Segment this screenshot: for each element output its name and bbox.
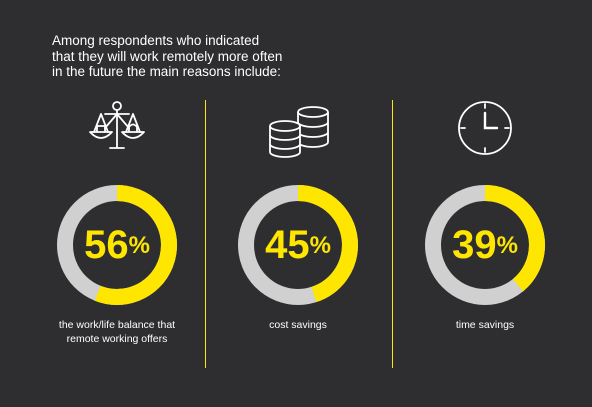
data-label-value: 56% (84, 223, 150, 267)
stat-column-cost: 45% cost savings (203, 0, 393, 407)
caption-line-1: the work/life balance that (58, 319, 176, 331)
data-label-value: 39% (452, 223, 518, 267)
data-label-value: 45% (265, 223, 331, 267)
caption-line-1: time savings (455, 319, 515, 331)
intro-line-1: Among respondents who indicated (52, 33, 260, 48)
caption-line-2: remote working offers (66, 333, 168, 345)
donut-chart-cost: 45% (238, 185, 358, 305)
caption-time: time savings (390, 318, 580, 332)
column-divider-2 (392, 100, 393, 368)
caption-work-life: the work/life balance that remote workin… (22, 318, 212, 346)
clock-icon (458, 101, 512, 155)
donut-value-arc (57, 185, 177, 305)
donut-chart-time: 39% (425, 185, 545, 305)
column-divider-1 (205, 100, 206, 368)
stat-column-work-life: 56% the work/life balance that remote wo… (22, 0, 212, 407)
stat-column-time: 39% time savings (390, 0, 580, 407)
intro-line-3: in the future the main reasons include: (52, 64, 281, 79)
donut-value-arc (425, 185, 545, 305)
intro-line-2: that they will work remotely more often (52, 48, 283, 64)
caption-line-1: cost savings (269, 319, 327, 331)
donut-chart-work-life: 56% (57, 185, 177, 305)
intro-text: Among respondents who indicated that the… (52, 33, 352, 80)
coin-stack-icon (269, 106, 329, 158)
caption-cost: cost savings (203, 318, 393, 332)
balance-scale-icon (89, 101, 145, 149)
donut-value-arc (238, 185, 358, 305)
